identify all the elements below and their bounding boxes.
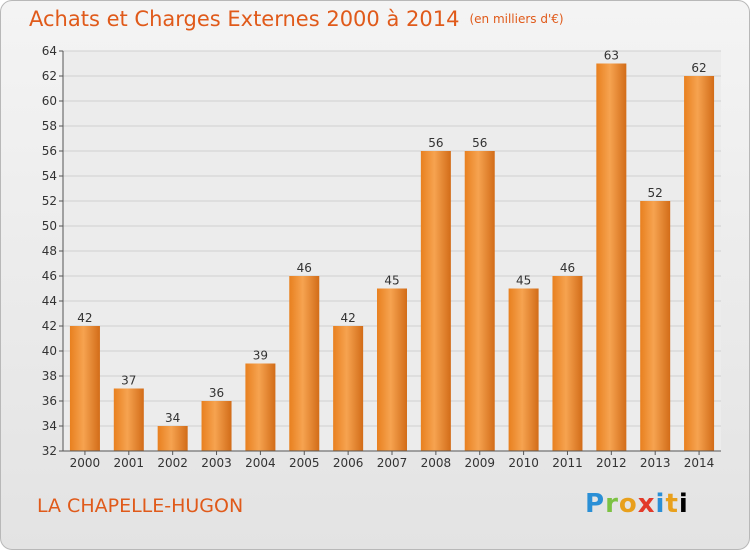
x-tick-label: 2008 <box>421 456 452 470</box>
x-tick-label: 2001 <box>114 456 145 470</box>
bar-value-label: 36 <box>209 386 224 400</box>
bar-2005 <box>289 276 320 451</box>
x-tick-label: 2006 <box>333 456 364 470</box>
bar-2000 <box>69 326 100 451</box>
bar-value-label: 46 <box>560 261 575 275</box>
x-tick-label: 2012 <box>596 456 627 470</box>
location-name: LA CHAPELLE-HUGON <box>37 495 244 517</box>
chart-title: Achats et Charges Externes 2000 à 2014 (e… <box>29 7 564 31</box>
bar-value-label: 46 <box>297 261 312 275</box>
y-tick-label: 42 <box>42 319 57 333</box>
y-tick-label: 48 <box>42 244 57 258</box>
y-tick-label: 32 <box>42 444 57 458</box>
y-tick-label: 64 <box>42 44 57 58</box>
x-tick-label: 2011 <box>552 456 583 470</box>
bar-value-label: 42 <box>77 311 92 325</box>
y-tick-label: 36 <box>42 394 57 408</box>
bar-value-label: 37 <box>121 374 136 388</box>
y-tick-label: 34 <box>42 419 57 433</box>
y-tick-label: 54 <box>42 169 57 183</box>
x-tick-label: 2010 <box>508 456 539 470</box>
x-tick-label: 2014 <box>684 456 715 470</box>
bar-2004 <box>245 363 276 451</box>
bar-2001 <box>113 388 144 451</box>
bars: 42 37 34 36 39 46 42 45 56 56 45 46 63 52 62 <box>69 49 715 451</box>
y-tick-label: 56 <box>42 144 57 158</box>
x-tick-label: 2004 <box>245 456 276 470</box>
bar-2003 <box>201 401 232 451</box>
x-tick-label: 2009 <box>464 456 495 470</box>
y-tick-label: 44 <box>42 294 57 308</box>
bar-2011 <box>552 276 583 451</box>
bar-value-label: 45 <box>516 274 531 288</box>
bar-value-label: 39 <box>253 349 268 363</box>
x-axis: 2000 2001 2002 2003 2004 2005 2006 2007 2008 2009… <box>63 450 721 470</box>
x-tick-label: 2005 <box>289 456 320 470</box>
bar-value-label: 34 <box>165 411 180 425</box>
x-tick-label: 2007 <box>377 456 408 470</box>
proxiti-logo: Proxiti <box>585 489 689 519</box>
x-tick-label: 2013 <box>640 456 671 470</box>
x-tick-label: 2002 <box>157 456 188 470</box>
y-tick-label: 62 <box>42 69 57 83</box>
bar-2006 <box>333 326 364 451</box>
bar-value-label: 63 <box>604 49 619 63</box>
y-tick-label: 46 <box>42 269 57 283</box>
chart-title-text: Achats et Charges Externes 2000 à 2014 <box>29 7 460 31</box>
x-tick-label: 2000 <box>70 456 101 470</box>
x-tick-label: 2003 <box>201 456 232 470</box>
bar-value-label: 42 <box>340 311 355 325</box>
y-tick-label: 50 <box>42 219 57 233</box>
y-tick-label: 38 <box>42 369 57 383</box>
y-tick-label: 60 <box>42 94 57 108</box>
bar-2002 <box>157 426 188 451</box>
bar-2010 <box>508 288 539 451</box>
y-tick-label: 52 <box>42 194 57 208</box>
y-tick-label: 40 <box>42 344 57 358</box>
bar-2009 <box>464 151 495 451</box>
bar-2014 <box>684 76 715 451</box>
bar-2007 <box>377 288 407 451</box>
bar-2012 <box>596 63 627 451</box>
y-tick-label: 58 <box>42 119 57 133</box>
bar-value-label: 45 <box>384 274 399 288</box>
bar-2008 <box>420 151 451 451</box>
bar-value-label: 56 <box>472 136 487 150</box>
y-axis: 32 34 36 38 40 42 44 46 48 50 52 54 56 58 60 62 64 <box>42 44 64 458</box>
bar-value-label: 62 <box>691 61 706 75</box>
chart-unit-note: (en milliers d'€) <box>469 12 564 26</box>
bar-value-label: 56 <box>428 136 443 150</box>
bar-2013 <box>640 201 671 451</box>
bar-value-label: 52 <box>648 186 663 200</box>
